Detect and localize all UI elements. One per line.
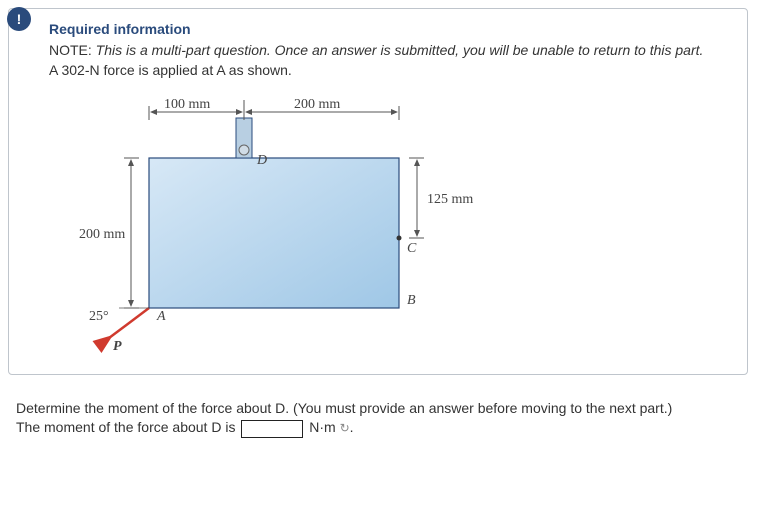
dim-200mm-left: 200 mm — [79, 227, 125, 242]
dim-200mm-top: 200 mm — [294, 97, 340, 112]
answer-unit: N·m — [309, 419, 335, 435]
question-block: Determine the moment of the force about … — [0, 399, 772, 450]
answer-input[interactable] — [241, 420, 303, 438]
label-A: A — [156, 309, 166, 324]
dim-125mm: 125 mm — [427, 192, 473, 207]
label-D: D — [256, 153, 267, 168]
label-P: P — [113, 339, 122, 354]
dim-100mm: 100 mm — [164, 97, 210, 112]
note-prefix: NOTE: — [49, 42, 92, 58]
diagram: D 100 mm 200 mm 200 mm 125 mm C — [69, 88, 489, 358]
problem-statement: A 302-N force is applied at A as shown. — [49, 62, 731, 78]
angle-label: 25° — [89, 309, 109, 324]
note-block: NOTE: This is a multi-part question. Onc… — [49, 41, 731, 60]
refresh-icon[interactable]: ↻ — [340, 420, 350, 437]
question-prompt: Determine the moment of the force about … — [16, 399, 756, 419]
answer-label: The moment of the force about D is — [16, 419, 235, 435]
label-C: C — [407, 241, 417, 256]
alert-icon: ! — [7, 7, 31, 31]
note-italic-text: This is a multi-part question. Once an a… — [96, 42, 704, 58]
question-card: ! Required information NOTE: This is a m… — [8, 8, 748, 375]
label-B: B — [407, 293, 416, 308]
section-title: Required information — [49, 21, 731, 37]
